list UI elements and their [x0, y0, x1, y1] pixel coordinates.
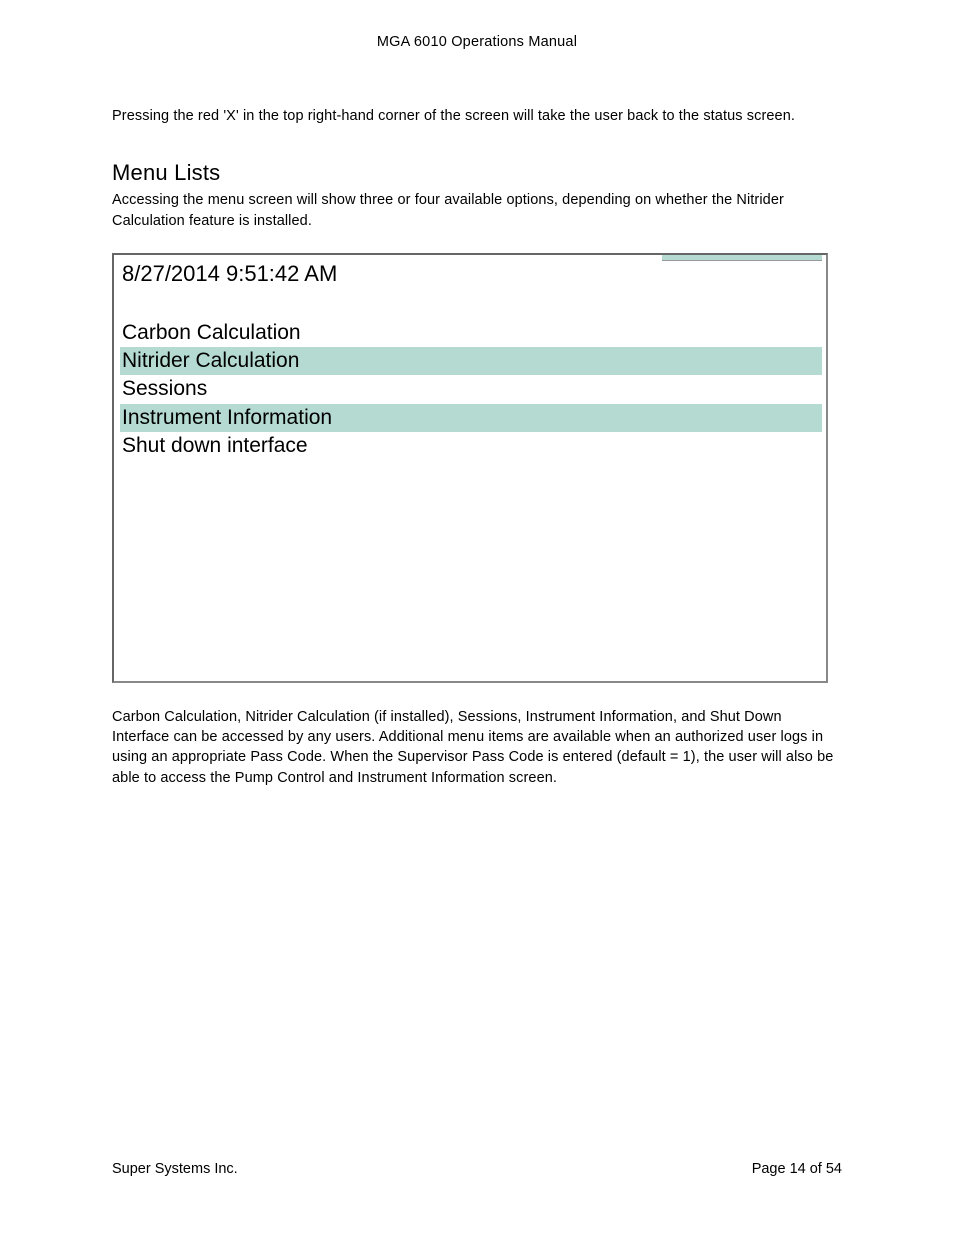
- menu-screenshot: 8/27/2014 9:51:42 AM Carbon Calculation …: [112, 253, 828, 683]
- footer-page-number: Page 14 of 54: [752, 1161, 842, 1177]
- screenshot-timestamp: 8/27/2014 9:51:42 AM: [120, 261, 822, 287]
- footer-company: Super Systems Inc.: [112, 1161, 238, 1177]
- menu-item-carbon-calculation[interactable]: Carbon Calculation: [120, 319, 822, 347]
- menu-item-instrument-information[interactable]: Instrument Information: [120, 404, 822, 432]
- menu-item-nitrider-calculation[interactable]: Nitrider Calculation: [120, 347, 822, 375]
- page-footer: Super Systems Inc. Page 14 of 54: [112, 1161, 842, 1177]
- menu-list: Carbon Calculation Nitrider Calculation …: [120, 319, 822, 460]
- paragraph-after-heading: Accessing the menu screen will show thre…: [112, 190, 842, 231]
- section-heading-menu-lists: Menu Lists: [112, 160, 842, 186]
- page-header-title: MGA 6010 Operations Manual: [112, 34, 842, 50]
- paragraph-intro: Pressing the red 'X' in the top right-ha…: [112, 106, 842, 126]
- paragraph-below-screenshot: Carbon Calculation, Nitrider Calculation…: [112, 707, 842, 788]
- screenshot-top-accent: [662, 255, 822, 261]
- menu-item-sessions[interactable]: Sessions: [120, 375, 822, 403]
- menu-item-shut-down-interface[interactable]: Shut down interface: [120, 432, 822, 460]
